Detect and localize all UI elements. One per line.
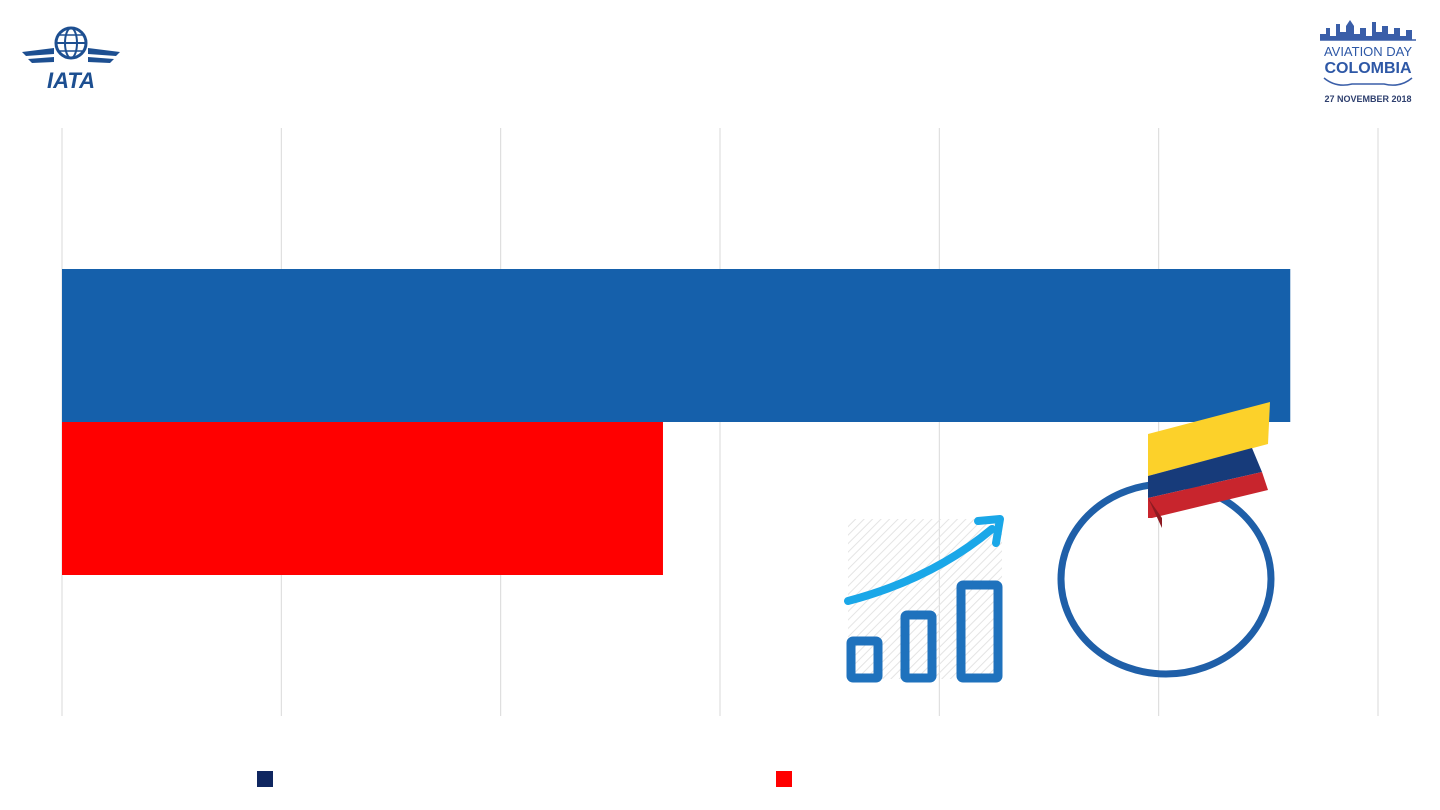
legend-swatch-a xyxy=(257,771,273,787)
iata-logo: IATA xyxy=(22,26,120,92)
legend-swatch-b xyxy=(776,771,792,787)
aviation-day-colombia-logo: AVIATION DAY COLOMBIA 27 NOVEMBER 2018 xyxy=(1320,20,1416,104)
legend-item-a xyxy=(257,771,281,787)
iata-logo-text: IATA xyxy=(47,68,95,92)
bar-series-1 xyxy=(62,269,1291,422)
bar-series-2 xyxy=(62,422,663,575)
legend-item-b xyxy=(776,771,800,787)
bars xyxy=(62,269,1291,575)
logo-line-2: COLOMBIA xyxy=(1324,60,1412,77)
growth-chart-icon xyxy=(844,515,1004,683)
logo-line-3: 27 NOVEMBER 2018 xyxy=(1324,94,1411,104)
logo-line-1: AVIATION DAY xyxy=(1324,44,1412,59)
colombia-flag-target-icon xyxy=(1057,402,1275,678)
